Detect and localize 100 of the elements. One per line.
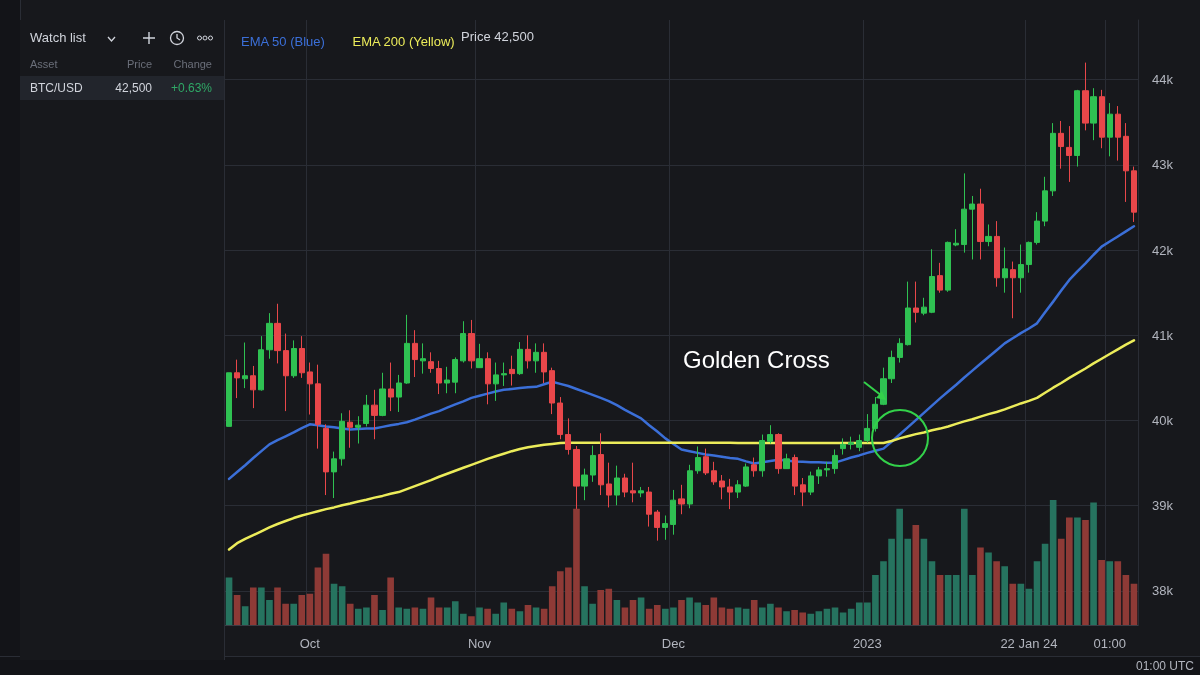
candlestick xyxy=(630,462,636,503)
bar xyxy=(1033,561,1041,625)
bar xyxy=(233,595,241,625)
candlestick xyxy=(1082,62,1089,131)
bar xyxy=(944,575,952,625)
candlestick xyxy=(379,372,386,417)
y-tick-label: 38k xyxy=(1152,583,1174,599)
bar xyxy=(468,616,475,625)
candlestick xyxy=(460,320,466,364)
candlestick xyxy=(1058,120,1064,170)
candlestick xyxy=(864,413,870,444)
bar xyxy=(775,607,782,625)
candlestick xyxy=(953,228,959,247)
bar xyxy=(516,611,524,625)
candlestick xyxy=(622,473,628,498)
bar xyxy=(629,600,637,625)
x-tick-label: 2023 xyxy=(852,636,882,651)
bar xyxy=(249,587,257,625)
candlestick xyxy=(703,448,709,476)
candlestick xyxy=(476,343,483,369)
candlestick xyxy=(525,334,531,370)
candlestick xyxy=(937,262,943,294)
bar xyxy=(928,561,936,625)
candlestick xyxy=(331,451,337,499)
bar xyxy=(387,577,394,625)
bar xyxy=(379,610,386,625)
bar xyxy=(1041,543,1049,625)
bar xyxy=(338,586,346,625)
candlestick xyxy=(800,477,806,507)
bar xyxy=(476,607,483,625)
candlestick xyxy=(1042,176,1048,227)
annotation: Golden Cross xyxy=(683,346,830,374)
candlestick xyxy=(929,248,935,314)
candlestick xyxy=(662,515,668,541)
candlestick xyxy=(565,417,571,456)
candlestick xyxy=(517,341,523,376)
candlestick xyxy=(549,367,555,415)
bar xyxy=(807,613,815,625)
candlestick xyxy=(412,329,418,378)
candlestick xyxy=(315,364,321,450)
candlestick xyxy=(1115,105,1121,162)
candlestick xyxy=(1099,89,1105,149)
candlestick xyxy=(783,453,790,470)
candlestick xyxy=(1123,122,1129,203)
candlestick xyxy=(388,362,394,412)
candlestick xyxy=(816,466,822,485)
candlestick xyxy=(792,454,798,496)
candlestick xyxy=(945,241,951,293)
candlestick xyxy=(646,486,652,528)
candlestick xyxy=(759,434,765,478)
bar xyxy=(306,593,314,625)
candlestick xyxy=(727,478,733,510)
candlestick xyxy=(266,312,273,360)
candlestick xyxy=(452,356,458,394)
candlestick xyxy=(404,314,410,385)
x-tick-label: Nov xyxy=(467,636,492,651)
candlestick xyxy=(832,448,838,475)
candlestick xyxy=(775,432,782,475)
candlestick xyxy=(590,445,596,483)
line-series xyxy=(227,339,1136,551)
x-tick-label: 01:00 xyxy=(1093,636,1126,651)
bar xyxy=(346,603,354,625)
candlestick xyxy=(299,335,305,379)
text: 01:00 UTC xyxy=(1135,659,1194,673)
bar xyxy=(1025,588,1033,625)
candlestick xyxy=(307,362,313,416)
candlestick xyxy=(557,396,563,440)
y-tick-label: 41k xyxy=(1152,327,1174,343)
y-tick-label: 43k xyxy=(1152,157,1174,173)
candlestick xyxy=(242,342,248,389)
candlestick xyxy=(371,389,378,440)
candlestick xyxy=(258,335,264,392)
bar xyxy=(314,567,322,625)
candlestick xyxy=(1090,87,1097,141)
candlestick xyxy=(363,394,369,427)
y-tick-label: 39k xyxy=(1152,498,1174,514)
text: EMA 200 (Yellow) xyxy=(352,33,455,49)
bar xyxy=(1001,566,1008,625)
bar xyxy=(912,525,920,625)
candlestick xyxy=(598,432,604,496)
candlestick xyxy=(840,437,846,456)
candlestick xyxy=(711,461,717,486)
bar xyxy=(936,575,944,625)
bar xyxy=(678,600,685,625)
text: EMA 50 (Blue) xyxy=(241,33,325,49)
bar xyxy=(815,611,823,625)
candlestick xyxy=(1026,241,1032,274)
bar xyxy=(371,595,378,625)
candlestick xyxy=(856,434,862,452)
candlestick xyxy=(581,468,588,501)
bar xyxy=(1130,583,1138,625)
candlestick xyxy=(767,424,773,444)
candlestick xyxy=(485,351,491,405)
candlestick xyxy=(234,359,240,399)
bar xyxy=(1114,561,1122,625)
text: Asset xyxy=(30,58,58,70)
candlestick xyxy=(1034,211,1040,246)
bar xyxy=(653,605,661,625)
y-tick-label: 42k xyxy=(1152,242,1174,258)
candlestick xyxy=(606,462,612,508)
